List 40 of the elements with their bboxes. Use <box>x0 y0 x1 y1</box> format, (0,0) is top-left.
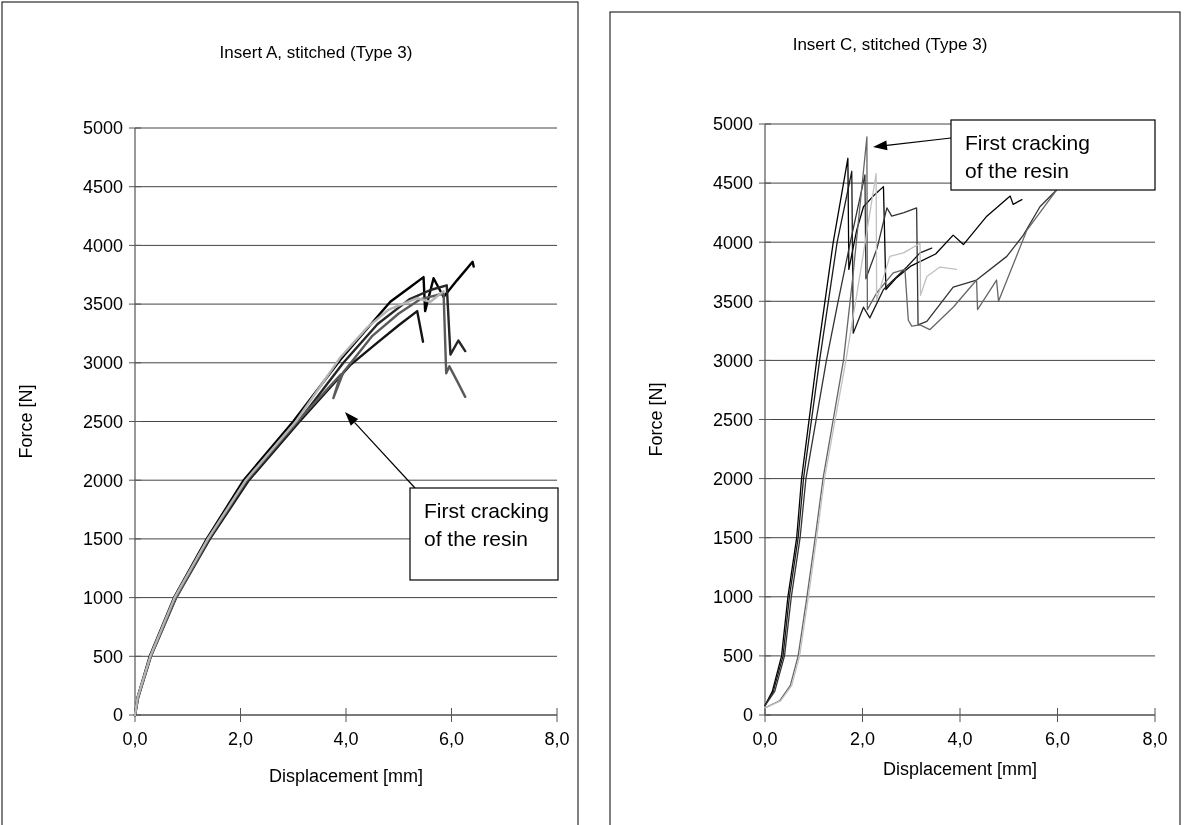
y-tick-label: 3500 <box>712 291 753 312</box>
annotation: First cracking of the resin <box>424 499 549 550</box>
y-tick-label: 1000 <box>712 587 753 608</box>
x-axis-title: Displacement [mm] <box>268 766 424 786</box>
y-tick-label: 2500 <box>82 411 123 432</box>
x-tick-label: 0,0 <box>122 729 148 749</box>
x-tick-label: 0,0 <box>752 729 778 749</box>
y-tick-label: 500 <box>722 646 753 667</box>
y-tick-label: 500 <box>92 646 123 667</box>
chart-title: Insert A, stitched (Type 3) <box>219 43 413 62</box>
x-tick-label: 6,0 <box>438 729 465 749</box>
y-tick-label: 3500 <box>82 294 123 315</box>
y-tick-label: 1500 <box>712 528 753 548</box>
x-tick-label: 2,0 <box>227 729 254 749</box>
y-tick-label: 4000 <box>82 235 123 256</box>
y-tick-label: 1000 <box>82 587 123 608</box>
y-tick-label: 2000 <box>712 468 753 489</box>
y-tick-label: 0 <box>742 705 753 726</box>
x-tick-label: 4,0 <box>333 729 359 749</box>
y-axis-title: Force [N] <box>16 384 36 459</box>
x-tick-label: 8,0 <box>544 729 570 749</box>
y-tick-label: 3000 <box>82 353 123 374</box>
x-tick-label: 2,0 <box>849 729 876 749</box>
y-tick-label: 2000 <box>82 470 123 491</box>
y-tick-label: 3000 <box>712 350 753 371</box>
x-tick-label: 4,0 <box>947 729 973 749</box>
x-axis-title: Displacement [mm] <box>882 759 1038 779</box>
x-tick-label: 8,0 <box>1142 729 1168 749</box>
y-tick-label: 0 <box>112 705 123 726</box>
y-tick-label: 4000 <box>712 232 753 253</box>
y-tick-label: 4500 <box>82 177 123 197</box>
y-tick-label: 5000 <box>712 114 753 135</box>
y-axis-title: Force [N] <box>646 382 666 457</box>
y-tick-label: 4500 <box>712 173 753 194</box>
y-tick-label: 5000 <box>82 118 123 139</box>
y-tick-label: 1500 <box>82 529 123 550</box>
x-tick-label: 6,0 <box>1044 729 1071 749</box>
chart-title: Insert C, stitched (Type 3) <box>792 35 988 54</box>
y-tick-label: 2500 <box>712 409 753 430</box>
annotation: First cracking of the resin <box>965 131 1090 182</box>
